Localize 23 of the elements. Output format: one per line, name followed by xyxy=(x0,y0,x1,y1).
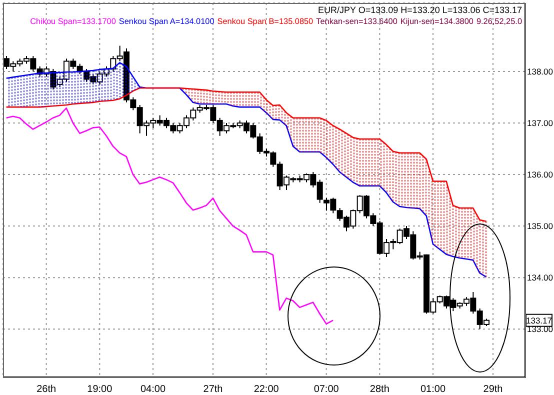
text: Senkou Span B=135.0850 xyxy=(217,17,314,26)
x-tick-label: 01:00 xyxy=(420,384,446,395)
y-tick-label: 137.00 xyxy=(527,118,554,128)
x-tick-label: 07:00 xyxy=(314,384,340,395)
y-tick-label: 135.00 xyxy=(527,221,554,232)
x-tick-label: 22:00 xyxy=(254,384,280,395)
x-tick-label: 29th xyxy=(483,384,503,395)
annotation: Kijun-sen=134.3800 xyxy=(400,17,474,26)
text: 133.17 xyxy=(526,315,552,326)
x-tick-label: 04:00 xyxy=(140,384,166,395)
x-tick-label: 28th xyxy=(370,384,390,395)
y-tick-label: 138.00 xyxy=(527,66,554,77)
x-tick-label: 19:00 xyxy=(87,384,113,395)
line-series xyxy=(6,107,334,325)
chart-title: EUR/JPY O=133.09 H=133.20 L=133.06 C=133.17 xyxy=(318,5,522,15)
y-tick-label: 134.00 xyxy=(527,272,554,283)
annotation: 9.26,52,25.0 xyxy=(476,17,522,26)
text: Chikou Span=133.1700 xyxy=(30,17,116,26)
x-tick-label: 27th xyxy=(203,384,223,395)
x-tick-label: 26th xyxy=(36,384,56,395)
y-tick-label: 136.00 xyxy=(527,170,554,180)
annotation: Tenkan-sen=133.6400 xyxy=(316,17,398,26)
text: Senkou Span A=134.0100 xyxy=(118,17,214,26)
